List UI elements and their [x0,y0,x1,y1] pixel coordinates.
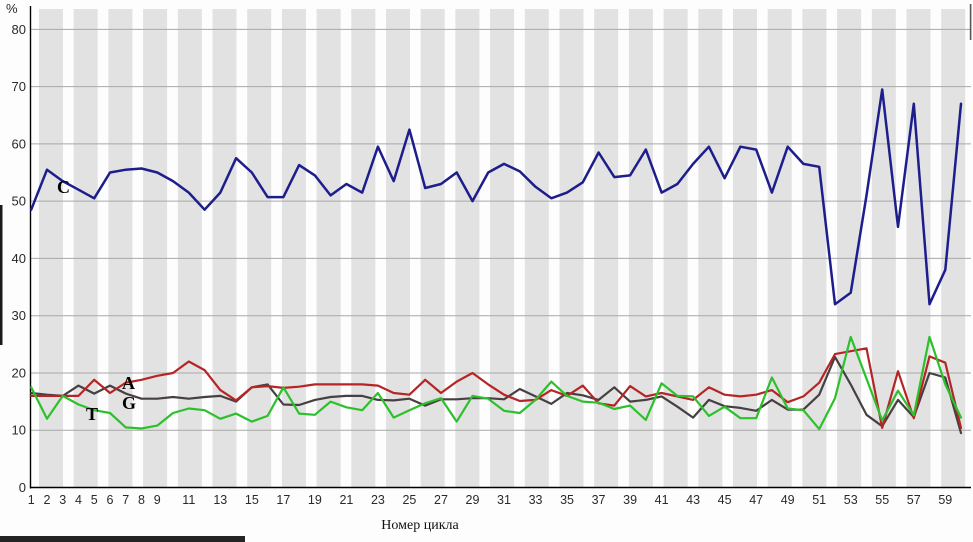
x-tick-label: 41 [655,493,669,507]
x-tick-label: 49 [781,493,795,507]
x-tick-label: 2 [43,493,50,507]
x-tick-label: 27 [434,493,448,507]
background-stripe [108,9,133,487]
series-T-line [30,335,963,431]
x-tick-label: 8 [138,493,145,507]
x-tick-label: 55 [875,493,889,507]
x-tick-label: 53 [844,493,858,507]
x-tick-label: 3 [59,493,66,507]
x-tick-label: 43 [686,493,700,507]
background-stripe [594,9,619,487]
x-tick-label: 5 [91,493,98,507]
x-tick-label: 11 [182,493,195,507]
x-tick-label: 19 [308,493,322,507]
scan-artifact-left-edge [0,205,3,345]
background-stripe [143,9,168,487]
y-tick-label: 60 [12,136,26,151]
scan-artifact-right-edge [969,4,972,40]
scan-artifact-bottom-edge [0,536,245,542]
x-tick-label: 21 [339,493,353,507]
x-tick-label: 23 [371,493,385,507]
x-tick-label: 47 [749,493,763,507]
y-tick-label: 30 [12,308,26,323]
background-stripe [663,9,688,487]
x-tick-label: 31 [497,493,511,507]
y-tick-label: 10 [12,423,26,438]
x-tick-label: 25 [402,493,416,507]
x-tick-label: 6 [107,493,114,507]
background-stripe [247,9,272,487]
y-tick-label: 80 [12,22,26,37]
background-stripe [212,9,237,487]
x-tick-label: 15 [245,493,259,507]
series-A-line [30,347,963,429]
x-tick-label: 9 [154,493,161,507]
x-tick-label: 29 [466,493,480,507]
series-label-T: T [86,404,98,424]
x-tick-label: 51 [812,493,826,507]
background-stripe [559,9,584,487]
x-tick-label: 1 [28,493,35,507]
background-stripe [906,9,931,487]
background-stripe [871,9,896,487]
x-tick-label: 7 [122,493,129,507]
background-stripe [177,9,202,487]
y-axis-unit-label: % [6,1,18,16]
background-stripe [39,9,63,487]
background-stripe [490,9,515,487]
background-stripe [316,9,341,487]
x-tick-label: 59 [938,493,952,507]
x-tick-label: 39 [623,493,637,507]
y-tick-label: 0 [19,480,26,495]
x-tick-label: 33 [529,493,543,507]
y-tick-label: 70 [12,79,26,94]
x-tick-label: 57 [907,493,921,507]
series-C-line [29,88,963,306]
series-label-C: C [57,177,70,197]
y-tick-label: 20 [12,365,26,380]
y-tick-label: 40 [12,251,26,266]
background-stripe [386,9,410,487]
x-tick-label: 13 [213,493,227,507]
x-tick-label: 37 [592,493,606,507]
x-tick-label: 35 [560,493,574,507]
x-tick-label: 4 [75,493,82,507]
background-stripe [802,9,827,487]
background-stripe [767,9,792,487]
x-tick-label: 45 [718,493,732,507]
y-tick-label: 50 [12,194,26,209]
series-label-G: G [122,393,136,413]
series-G-line [30,355,963,435]
series-label-A: A [122,373,135,393]
background-stripe [351,9,376,487]
background-stripe [455,9,480,487]
background-stripe [281,9,306,487]
x-axis-title: Номер цикла [381,518,459,533]
background-stripe [420,9,445,487]
x-tick-label: 17 [276,493,290,507]
background-stripe [524,9,549,487]
background-stripe [941,9,966,487]
